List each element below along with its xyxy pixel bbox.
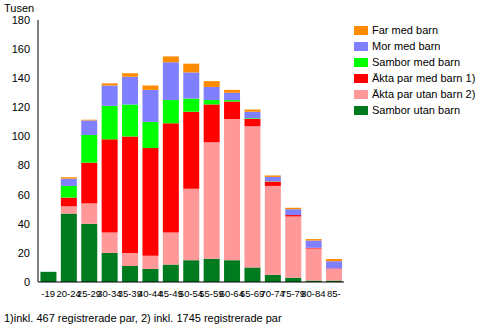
html-text:Mor med barn: Mor med barn	[372, 40, 441, 52]
svg-text:60: 60	[18, 189, 30, 201]
html-text:1)inkl. 467 registrerade par,: 1)inkl. 467 registrerade par, 2) inkl. 1…	[4, 312, 282, 324]
svg-text:80: 80	[18, 159, 30, 171]
svg-text:140: 140	[12, 72, 30, 84]
svg-text:45-49: 45-49	[158, 287, 183, 299]
html-text:Sambor med barn: Sambor med barn	[372, 56, 460, 68]
svg-text:180: 180	[12, 14, 30, 26]
svg-text:40: 40	[18, 218, 30, 230]
html-text:Äkta par utan barn 2): Äkta par utan barn 2)	[372, 88, 476, 100]
svg-text:65-69: 65-69	[240, 287, 265, 299]
svg-text:35-39: 35-39	[117, 287, 142, 299]
svg-text:-19: -19	[41, 288, 55, 299]
html-text:Far med barn: Far med barn	[372, 24, 438, 36]
svg-text:80-84: 80-84	[301, 288, 325, 299]
svg-text:55-59: 55-59	[199, 287, 224, 299]
svg-text:50-54: 50-54	[178, 287, 204, 299]
svg-text:85-: 85-	[327, 288, 341, 299]
svg-text:0: 0	[24, 276, 30, 288]
html-text:Äkta par med barn 1): Äkta par med barn 1)	[372, 72, 476, 84]
svg-text:40-44: 40-44	[138, 287, 163, 299]
svg-text:30-34: 30-34	[97, 287, 122, 299]
svg-text:25-29: 25-29	[76, 287, 102, 299]
svg-text:100: 100	[12, 130, 30, 142]
svg-text:160: 160	[12, 43, 30, 55]
html-text:Tusen: Tusen	[4, 2, 35, 14]
svg-text:20-24: 20-24	[56, 287, 81, 299]
svg-text:120: 120	[12, 101, 30, 113]
svg-text:70-74: 70-74	[260, 287, 285, 299]
svg-text:60-64: 60-64	[219, 287, 244, 299]
html-text:Sambor utan barn: Sambor utan barn	[372, 104, 461, 116]
svg-text:20: 20	[18, 247, 30, 259]
svg-text:75-79: 75-79	[280, 287, 306, 299]
